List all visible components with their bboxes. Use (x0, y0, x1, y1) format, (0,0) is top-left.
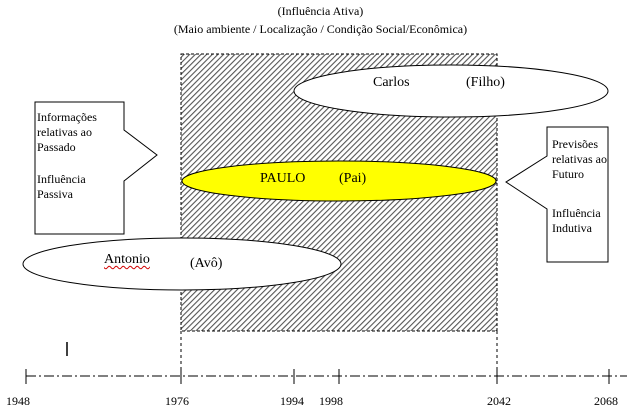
father-ellipse (181, 160, 497, 202)
future-arrow-shape (505, 126, 609, 263)
past-label-3: Passado (37, 140, 76, 154)
son-role: (Filho) (466, 75, 505, 90)
header-factors: (Maio ambiente / Localização / Condição … (173, 22, 468, 36)
son-name: Carlos (373, 75, 410, 90)
son-ellipse (293, 64, 609, 118)
past-label-1: Informações (37, 110, 97, 124)
year-label: 1998 (319, 394, 343, 408)
year-label: 1994 (280, 394, 304, 408)
future-influence-label-2: Indutiva (552, 221, 592, 235)
father-name: PAULO (260, 171, 306, 186)
future-label-2: relativas ao (552, 152, 607, 166)
future-label-1: Previsões (552, 137, 598, 151)
past-label-2: relativas ao (37, 125, 92, 139)
future-label-3: Futuro (552, 167, 585, 181)
grandfather-name: Antonio (104, 252, 150, 267)
past-influence-label-1: Influência (37, 172, 86, 186)
header-active-influence: (Influência Ativa) (277, 4, 364, 18)
year-label: 2042 (487, 394, 511, 408)
year-label: 2068 (594, 394, 618, 408)
past-arrow-shape (34, 101, 158, 235)
year-label: 1976 (165, 394, 189, 408)
past-influence-label-2: Passiva (37, 187, 73, 201)
grandfather-role: (Avô) (190, 256, 223, 271)
year-label: 1948 (6, 394, 30, 408)
grandfather-ellipse (22, 237, 342, 291)
future-influence-label-1: Influência (552, 206, 601, 220)
father-role: (Pai) (339, 171, 367, 186)
